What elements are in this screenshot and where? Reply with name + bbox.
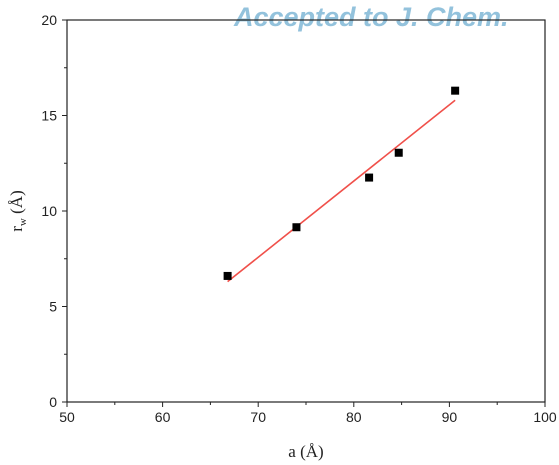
plot-frame xyxy=(66,19,546,403)
data-point xyxy=(394,148,403,157)
y-tick-label: 20 xyxy=(41,12,57,28)
x-axis-ticks: 50 60 70 80 90 100 xyxy=(59,402,557,425)
y-tick-label: 5 xyxy=(49,299,57,315)
x-tick-label: 90 xyxy=(442,409,458,425)
y-axis-label-subscript: w xyxy=(17,218,29,226)
x-tick-label: 80 xyxy=(346,409,362,425)
series-layer xyxy=(223,86,460,283)
y-axis-label-main: r xyxy=(7,226,26,232)
y-axis-ticks: 0 5 10 15 20 xyxy=(41,12,67,410)
x-tick-label: 50 xyxy=(59,409,75,425)
plot-border xyxy=(66,19,546,403)
y-tick-label: 15 xyxy=(41,108,57,124)
x-tick-label: 100 xyxy=(533,409,557,425)
y-tick-label: 10 xyxy=(41,203,57,219)
fit-line xyxy=(227,99,456,283)
y-axis-label-unit: (Å) xyxy=(7,190,26,218)
watermark-text: Accepted to J. Chem. xyxy=(234,2,509,32)
x-axis-label: a (Å) xyxy=(288,442,323,461)
data-point xyxy=(292,223,301,232)
data-point xyxy=(451,86,460,95)
data-point xyxy=(223,271,232,280)
x-tick-label: 60 xyxy=(155,409,171,425)
x-tick-label: 70 xyxy=(250,409,266,425)
y-tick-label: 0 xyxy=(49,394,57,410)
y-axis-label: rw (Å) xyxy=(7,190,29,231)
data-point xyxy=(365,173,374,182)
